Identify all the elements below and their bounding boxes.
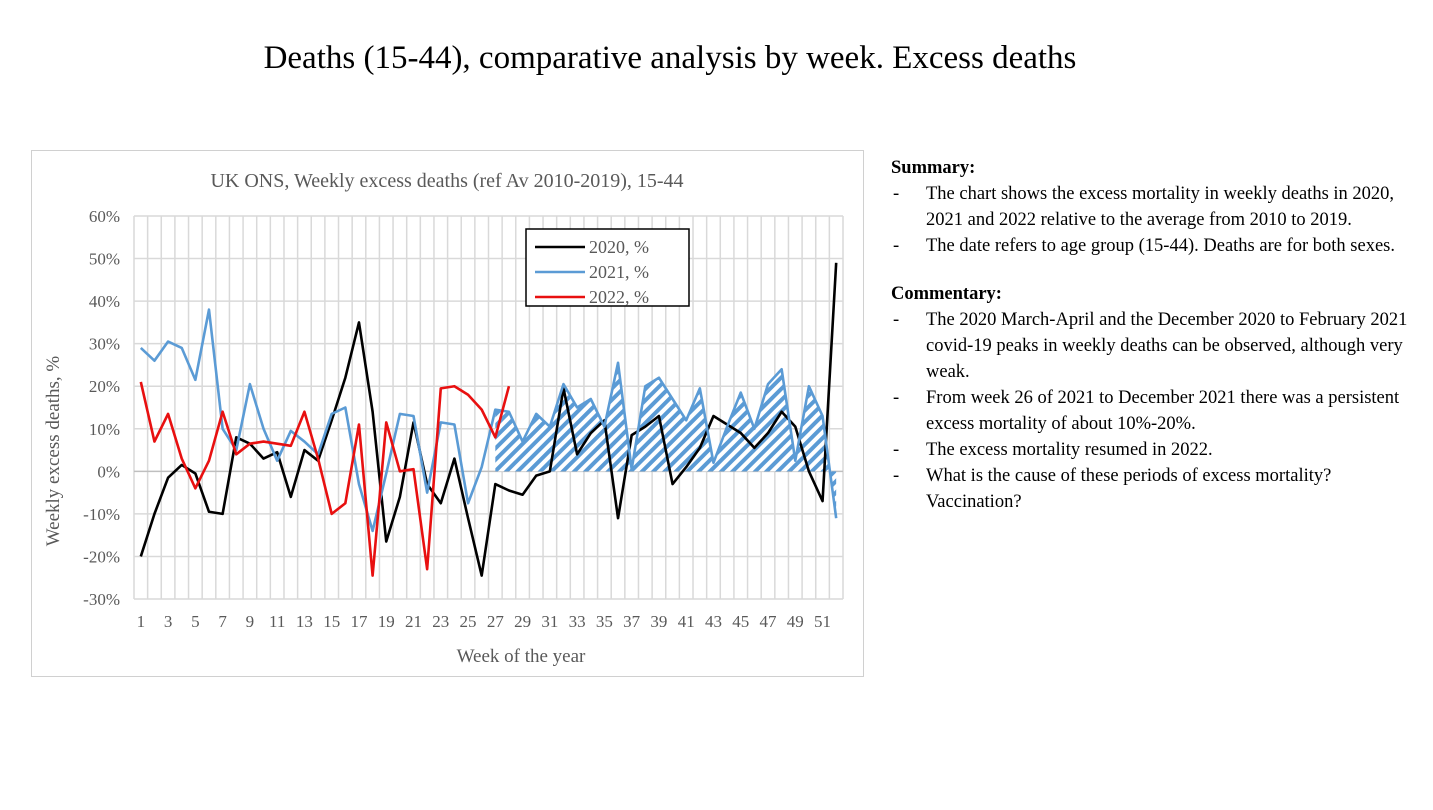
x-tick-label: 3 [164, 612, 173, 631]
chart-title: UK ONS, Weekly excess deaths (ref Av 201… [210, 170, 683, 192]
y-tick-label: -30% [83, 590, 120, 609]
x-tick-label: 37 [623, 612, 641, 631]
legend-box [525, 228, 690, 307]
x-tick-label: 13 [296, 612, 313, 631]
legend: 2020, % 2021, % 2022, % [525, 228, 690, 307]
text-panel: Summary: The chart shows the excess mort… [891, 155, 1411, 537]
y-tick-label: 10% [89, 420, 120, 439]
summary-item: The chart shows the excess mortality in … [891, 181, 1411, 233]
y-tick-label: 50% [89, 250, 120, 269]
series-line-2022 [139, 381, 511, 577]
x-tick-label: 5 [191, 612, 200, 631]
summary-list: The chart shows the excess mortality in … [891, 181, 1411, 259]
y-tick-label: 20% [89, 377, 120, 396]
x-tick-label: 15 [323, 612, 340, 631]
chart-container: UK ONS, Weekly excess deaths (ref Av 201… [31, 150, 864, 677]
y-tick-label: 40% [89, 292, 120, 311]
x-tick-label: 45 [732, 612, 749, 631]
commentary-item: From week 26 of 2021 to December 2021 th… [891, 385, 1411, 437]
x-tick-label: 27 [487, 612, 505, 631]
x-tick-label: 11 [269, 612, 285, 631]
y-tick-label: 30% [89, 335, 120, 354]
x-axis-label: Week of the year [457, 646, 586, 667]
commentary-item: The 2020 March-April and the December 20… [891, 307, 1411, 385]
x-tick-label: 7 [218, 612, 227, 631]
commentary-heading: Commentary: [891, 284, 1002, 304]
x-tick-label: 21 [405, 612, 422, 631]
y-tick-label: -20% [83, 547, 120, 566]
slide-title: Deaths (15-44), comparative analysis by … [263, 40, 1077, 76]
x-tick-label: 17 [350, 612, 368, 631]
summary-item: The date refers to age group (15-44). De… [891, 233, 1411, 259]
y-tick-label: 0% [97, 462, 120, 481]
legend-label: 2021, % [589, 262, 649, 282]
hatched-excess-area-2021 [495, 362, 837, 519]
x-tick-label: 23 [432, 612, 449, 631]
commentary-list: The 2020 March-April and the December 20… [891, 307, 1411, 515]
y-tick-label: -10% [83, 505, 120, 524]
summary-heading: Summary: [891, 158, 976, 178]
x-tick-label: 25 [460, 612, 477, 631]
x-tick-label: 19 [378, 612, 395, 631]
x-tick-label: 41 [678, 612, 695, 631]
commentary-item: What is the cause of these periods of ex… [891, 463, 1411, 515]
x-tick-label: 35 [596, 612, 613, 631]
series-line-2021 [139, 308, 838, 533]
x-tick-label: 43 [705, 612, 722, 631]
x-tick-label: 33 [569, 612, 586, 631]
x-tick-label: 39 [650, 612, 667, 631]
x-tick-label: 29 [514, 612, 531, 631]
x-tick-label: 1 [137, 612, 146, 631]
x-tick-label: 9 [246, 612, 255, 631]
legend-label: 2022, % [589, 287, 649, 307]
y-tick-label: 60% [89, 207, 120, 226]
x-tick-label: 47 [760, 612, 778, 631]
legend-label: 2020, % [589, 237, 649, 257]
x-tick-label: 51 [814, 612, 831, 631]
y-axis-label: Weekly excess deaths, % [43, 356, 64, 547]
commentary-item: The excess mortality resumed in 2022. [891, 437, 1411, 463]
x-tick-label: 49 [787, 612, 804, 631]
series-line-2020 [139, 262, 838, 577]
x-tick-label: 31 [541, 612, 558, 631]
excess-deaths-chart: UK ONS, Weekly excess deaths (ref Av 201… [43, 170, 844, 667]
